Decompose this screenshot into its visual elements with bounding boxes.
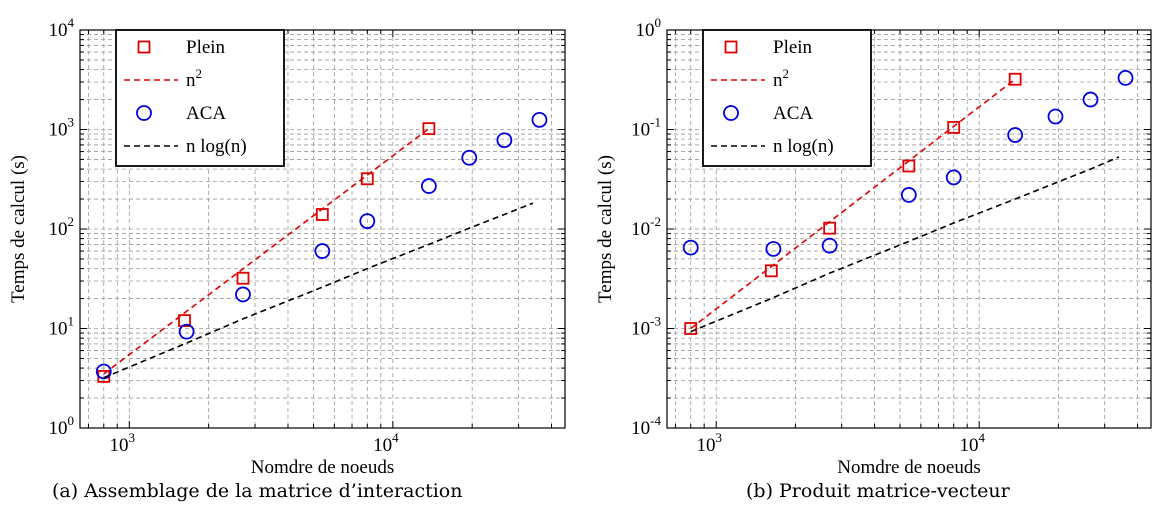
y-tick-label: 104 <box>49 15 75 41</box>
x-tick-label: 103 <box>110 430 135 456</box>
y-tick-label: 10-4 <box>631 413 661 439</box>
data-point-circle <box>902 188 916 202</box>
x-tick-label: 104 <box>373 430 399 456</box>
caption-b: (b) Produit matrice-vecteur <box>746 480 1010 502</box>
data-point-circle <box>823 239 837 253</box>
data-point-circle <box>532 113 546 127</box>
data-point-circle <box>1008 128 1022 142</box>
data-point-circle <box>1119 71 1133 85</box>
legend-label: Plein <box>773 37 813 58</box>
data-point-square <box>317 209 328 220</box>
x-axis-label: Nomdre de noeuds <box>251 457 395 478</box>
legend-label: ACA <box>186 103 226 124</box>
data-point-circle <box>1048 110 1062 124</box>
x-axis-label: Nomdre de noeuds <box>837 457 981 478</box>
legend-label: ACA <box>773 103 813 124</box>
legend-label: Plein <box>186 37 226 58</box>
data-point-circle <box>236 287 250 301</box>
y-tick-label: 10-3 <box>631 314 661 340</box>
y-tick-label: 10-1 <box>631 115 661 141</box>
legend-label: n log(n) <box>773 136 834 157</box>
legend-label: n log(n) <box>186 136 247 157</box>
y-tick-label: 101 <box>49 314 75 340</box>
y-tick-label: 100 <box>49 413 75 439</box>
x-tick-label: 104 <box>959 430 985 456</box>
y-tick-label: 103 <box>49 115 75 141</box>
y-axis-label: Temps de calcul (s) <box>595 155 616 303</box>
y-tick-label: 10-2 <box>631 214 661 240</box>
data-point-circle <box>462 151 476 165</box>
caption-a: (a) Assemblage de la matrice d’interacti… <box>52 480 462 502</box>
y-axis-label: Temps de calcul (s) <box>8 155 29 303</box>
y-tick-label: 102 <box>49 214 75 240</box>
y-tick-label: 100 <box>636 15 662 41</box>
data-point-circle <box>497 133 511 147</box>
data-point-circle <box>422 179 436 193</box>
data-point-square <box>903 160 914 171</box>
chart-b: 103 104 10-4 10-3 10-2 10-1 100 Nomdre de noeud… <box>595 15 1151 478</box>
data-point-square <box>237 273 248 284</box>
x-tick-label: 103 <box>696 430 722 456</box>
